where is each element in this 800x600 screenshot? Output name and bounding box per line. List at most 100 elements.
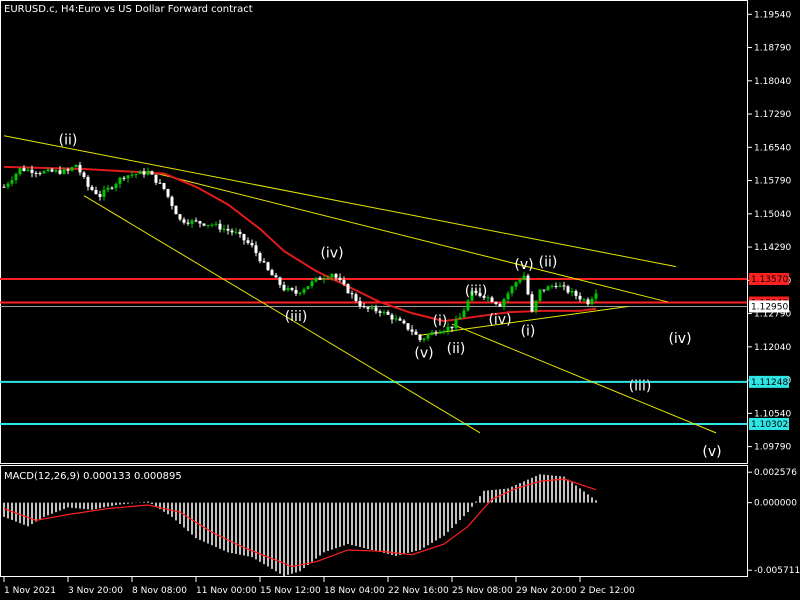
price-label-box bbox=[749, 300, 789, 313]
candle-body bbox=[194, 220, 198, 222]
candle-body bbox=[562, 285, 566, 287]
time-tick-label: 29 Nov 20:00 bbox=[516, 586, 577, 596]
macd-tick-label: 0.002576 bbox=[754, 468, 797, 478]
price-label-box bbox=[749, 272, 789, 285]
candle-body bbox=[462, 310, 466, 318]
candle-body bbox=[546, 286, 550, 291]
time-tick-label: 25 Nov 08:00 bbox=[452, 586, 513, 596]
candle-body bbox=[574, 291, 578, 296]
candle-body bbox=[294, 289, 298, 294]
candle-body bbox=[542, 289, 546, 291]
macd-axis: 0.002576 0.000000 -0.005711 bbox=[747, 468, 800, 576]
wave-label: (v) bbox=[514, 257, 533, 273]
price-tick-label: 1.19540 bbox=[754, 10, 791, 20]
candle-body bbox=[62, 169, 66, 174]
trendline bbox=[147, 170, 669, 303]
candle-body bbox=[158, 182, 162, 184]
price-label-text: 1.10302 bbox=[751, 420, 788, 430]
candle-body bbox=[514, 282, 518, 287]
candle-body bbox=[274, 275, 278, 278]
candle-body bbox=[310, 281, 314, 287]
candle-body bbox=[334, 274, 338, 278]
candle-body bbox=[82, 172, 86, 177]
candle-body bbox=[198, 221, 202, 224]
wave-label: (iii) bbox=[465, 283, 488, 299]
candle-body bbox=[266, 262, 270, 271]
candle-body bbox=[406, 323, 410, 330]
time-tick-label: 18 Nov 04:00 bbox=[324, 586, 385, 596]
price-tick-label: 1.14290 bbox=[754, 243, 791, 253]
candle-body bbox=[430, 332, 434, 335]
trendline bbox=[451, 323, 717, 434]
macd-plot-area[interactable] bbox=[3, 474, 597, 576]
candle-body bbox=[314, 277, 318, 282]
wave-label: (i) bbox=[521, 323, 536, 339]
trendline bbox=[3, 135, 677, 268]
candle-body bbox=[286, 288, 290, 291]
candle-body bbox=[258, 253, 262, 262]
wave-labels: (ii)(iv)(iii)(v)(i)(ii)(iii)(iv)(v)(i)(i… bbox=[59, 133, 722, 460]
candle-body bbox=[90, 186, 94, 190]
candle-body bbox=[442, 330, 446, 333]
macd-tick-label: -0.005711 bbox=[754, 566, 800, 576]
main-plot-area[interactable]: (ii)(iv)(iii)(v)(i)(ii)(iii)(iv)(v)(i)(i… bbox=[0, 133, 747, 460]
candle-body bbox=[366, 307, 370, 309]
candle-body bbox=[206, 224, 210, 226]
macd-tick-label: 0.000000 bbox=[754, 499, 797, 509]
candle-body bbox=[130, 174, 134, 176]
candle-body bbox=[454, 319, 458, 329]
price-tick-label: 1.17290 bbox=[754, 110, 791, 120]
price-label-text: 1.11248 bbox=[751, 378, 788, 388]
candle-body bbox=[10, 180, 14, 184]
price-tick-label: 1.12790 bbox=[754, 310, 791, 320]
candle-body bbox=[470, 290, 474, 301]
wave-label: (ii) bbox=[447, 341, 466, 357]
candle-body bbox=[478, 292, 482, 297]
candle-body bbox=[374, 307, 378, 312]
candle-body bbox=[34, 172, 38, 174]
candle-body bbox=[358, 301, 362, 307]
candle-body bbox=[538, 289, 542, 301]
candle-body bbox=[466, 300, 470, 311]
candle-body bbox=[138, 171, 142, 175]
candle-body bbox=[22, 168, 26, 171]
candle-body bbox=[386, 311, 390, 315]
candle-body bbox=[110, 187, 114, 189]
candle-body bbox=[522, 275, 526, 281]
candle-body bbox=[594, 293, 598, 299]
candle-body bbox=[350, 293, 354, 295]
candle-body bbox=[114, 183, 118, 189]
price-tick-label: 1.15040 bbox=[754, 210, 791, 220]
candle-body bbox=[530, 294, 534, 312]
symbol-description: Euro vs US Dollar Forward contract bbox=[78, 4, 253, 15]
price-tick-label: 1.12040 bbox=[754, 343, 791, 353]
candle-body bbox=[330, 274, 334, 278]
candle-body bbox=[510, 286, 514, 294]
candle-body bbox=[534, 300, 538, 312]
candle-body bbox=[458, 317, 462, 320]
candle-body bbox=[142, 171, 146, 175]
candle-body bbox=[410, 329, 414, 332]
macd-signal-line bbox=[3, 478, 597, 568]
candle-body bbox=[318, 277, 322, 280]
candle-body bbox=[226, 228, 230, 231]
candle-body bbox=[474, 290, 478, 293]
candle-body bbox=[526, 275, 530, 295]
time-tick-label: 2 Dec 12:00 bbox=[580, 586, 635, 596]
candle-body bbox=[122, 177, 126, 179]
candle-body bbox=[86, 176, 90, 187]
candle-body bbox=[242, 234, 246, 241]
wave-label: (iii) bbox=[629, 379, 652, 395]
candle-body bbox=[170, 196, 174, 206]
candle-body bbox=[178, 214, 182, 220]
candle-body bbox=[190, 220, 194, 224]
wave-label: (iv) bbox=[668, 331, 691, 347]
candles bbox=[2, 161, 598, 343]
candle-body bbox=[134, 174, 138, 176]
candle-body bbox=[326, 277, 330, 279]
candle-body bbox=[278, 277, 282, 285]
candle-body bbox=[490, 297, 494, 303]
candle-body bbox=[54, 170, 58, 172]
